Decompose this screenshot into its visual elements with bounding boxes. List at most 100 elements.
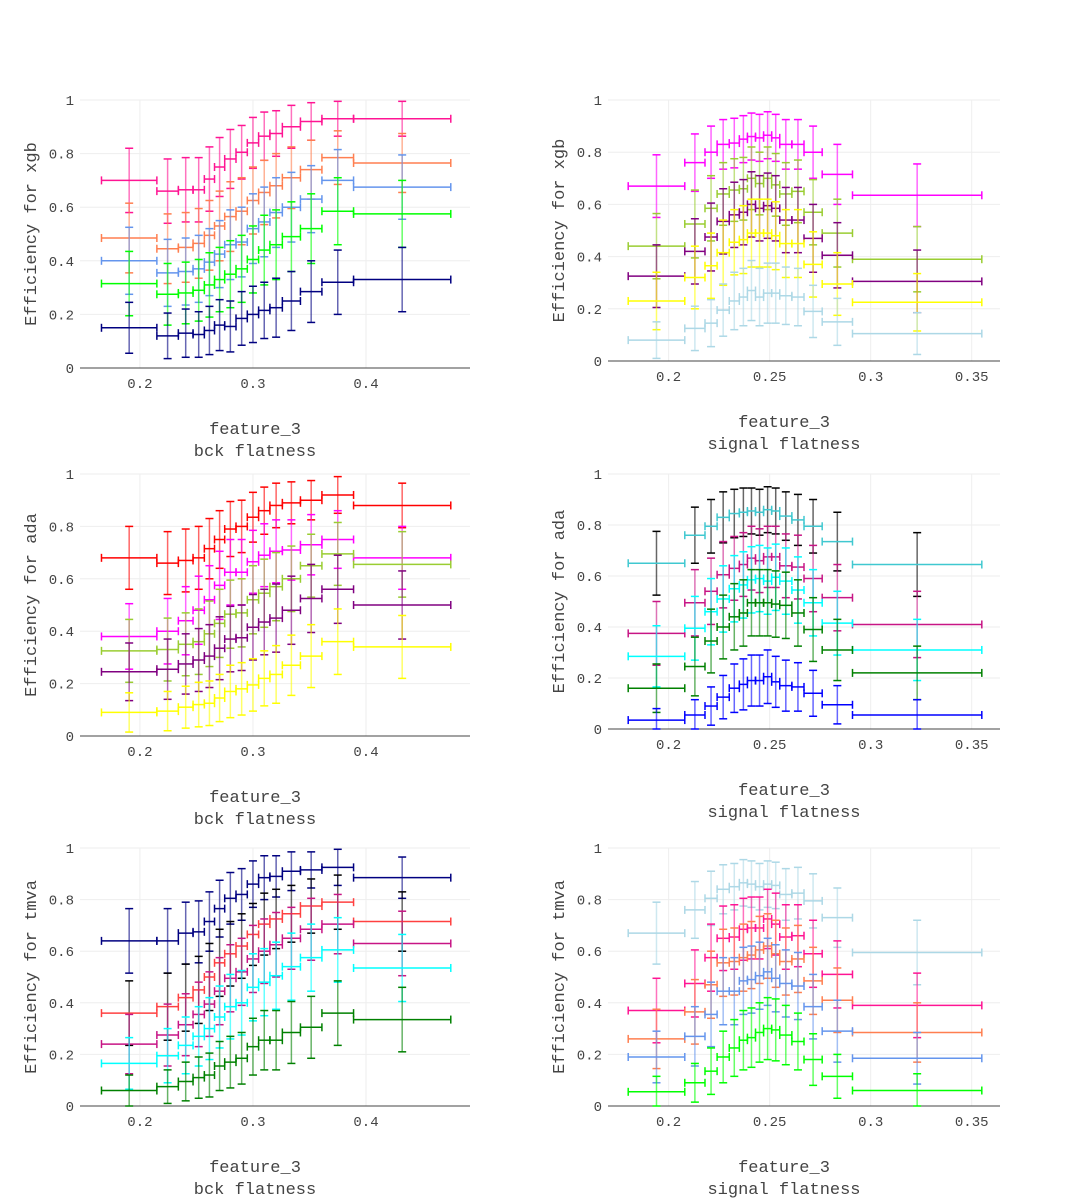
y-tick-label: 0.6 — [49, 945, 74, 961]
data-point — [684, 880, 706, 940]
series-5 — [627, 649, 983, 730]
data-point — [821, 684, 854, 725]
series-4 — [627, 568, 983, 714]
y-tick-label: 0.6 — [49, 573, 74, 589]
data-point — [281, 575, 302, 646]
data-point — [269, 209, 284, 281]
data-point — [213, 673, 226, 723]
data-point — [321, 176, 355, 246]
x-axis-subtitle: bck flatness — [194, 443, 316, 462]
data-point — [246, 285, 260, 344]
x-axis-subtitle: bck flatness — [194, 811, 316, 830]
data-point — [203, 623, 216, 689]
data-point — [352, 100, 452, 137]
data-point — [213, 985, 226, 1049]
data-point — [281, 270, 302, 332]
y-tick-label: 0.2 — [49, 1048, 74, 1064]
x-axis-subtitle: signal flatness — [707, 804, 860, 823]
data-point — [321, 608, 355, 676]
x-tick-label: 0.2 — [127, 377, 152, 393]
data-point — [177, 528, 194, 593]
series-3 — [627, 913, 983, 1070]
y-tick-label: 0.4 — [49, 625, 74, 641]
data-point — [728, 956, 741, 1026]
data-point — [257, 281, 271, 340]
data-point — [246, 116, 260, 170]
data-point — [299, 479, 323, 521]
data-point — [627, 1075, 686, 1107]
data-point — [192, 1056, 206, 1100]
data-point — [192, 627, 206, 693]
y-axis-title: Efficiency for tmva — [551, 880, 570, 1074]
x-tick-label: 0.2 — [656, 370, 681, 386]
data-point — [299, 995, 323, 1060]
x-tick-label: 0.25 — [753, 738, 787, 754]
data-point — [192, 900, 206, 964]
data-point — [684, 245, 706, 310]
y-tick-label: 0.8 — [49, 148, 74, 164]
data-point — [627, 321, 686, 360]
data-point — [352, 986, 452, 1053]
data-point — [716, 219, 730, 287]
data-point — [779, 571, 793, 640]
data-point — [269, 109, 284, 158]
data-point — [684, 305, 706, 352]
x-tick-label: 0.35 — [955, 1115, 989, 1131]
data-point — [203, 305, 216, 356]
data-point — [754, 488, 765, 536]
data-point — [738, 204, 749, 275]
data-point — [746, 1007, 757, 1069]
data-point — [728, 862, 741, 911]
data-point — [704, 125, 718, 180]
y-axis-title: Efficiency for ada — [551, 510, 570, 694]
data-point — [281, 481, 302, 525]
y-axis-title: Efficiency for ada — [23, 513, 42, 697]
data-point — [684, 133, 706, 193]
data-point — [299, 193, 323, 265]
data-point — [704, 870, 718, 927]
series-1 — [627, 110, 983, 228]
series-1 — [100, 100, 452, 225]
data-point — [156, 1069, 180, 1105]
data-point — [257, 214, 271, 286]
data-point — [213, 1040, 226, 1092]
data-point — [269, 644, 284, 704]
data-point — [223, 973, 237, 1040]
data-point — [821, 999, 854, 1063]
data-point — [100, 1074, 158, 1107]
data-point — [213, 298, 226, 352]
y-tick-label: 0.4 — [49, 997, 74, 1013]
data-point — [223, 1035, 237, 1089]
data-point — [803, 284, 823, 339]
data-point — [684, 1005, 706, 1067]
data-point — [821, 297, 854, 347]
data-point — [754, 267, 765, 327]
y-tick-label: 0.8 — [577, 519, 602, 535]
data-point — [235, 290, 249, 346]
data-point — [257, 1009, 271, 1071]
data-point — [791, 267, 805, 327]
data-point — [684, 698, 706, 730]
data-point — [716, 491, 730, 544]
series-5 — [627, 996, 983, 1107]
data-point — [177, 901, 194, 965]
data-point — [684, 1062, 706, 1103]
data-point — [738, 114, 749, 164]
data-point — [627, 154, 686, 219]
data-point — [716, 1030, 730, 1084]
data-point — [321, 475, 355, 515]
data-point — [281, 932, 302, 1001]
data-point — [791, 579, 805, 647]
data-point — [851, 531, 983, 598]
data-point — [177, 685, 194, 729]
y-tick-label: 0.6 — [49, 201, 74, 217]
y-tick-label: 0.4 — [577, 997, 602, 1013]
data-point — [269, 1009, 284, 1071]
data-point — [821, 618, 854, 682]
data-point — [754, 568, 765, 637]
data-point — [177, 308, 194, 359]
data-point — [299, 563, 323, 634]
data-point — [821, 887, 854, 949]
data-point — [213, 616, 226, 681]
data-point — [235, 124, 249, 180]
